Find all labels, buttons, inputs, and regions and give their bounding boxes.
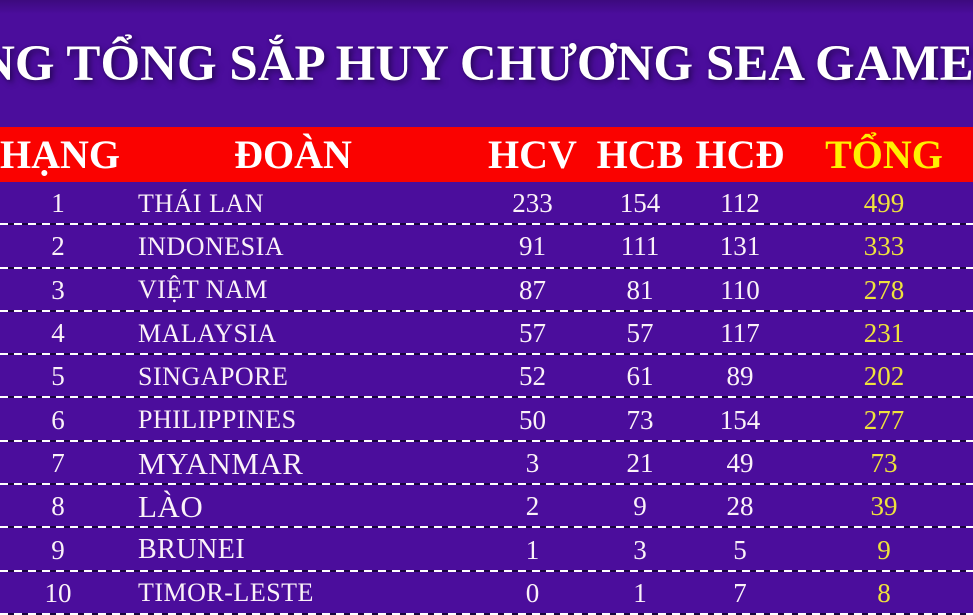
silver-cell: 73 [626,404,654,435]
gold-cell: 1 [525,534,540,565]
total-cell: 499 [863,188,905,219]
gold-cell: 87 [519,274,546,305]
gold-cell: 3 [525,447,540,478]
rank-cell: 9 [51,534,65,565]
table-row: 2 INDONESIA 91 111 131 333 [0,225,973,269]
bronze-cell: 110 [720,274,760,305]
header-cell-rank: HẠNG [0,131,120,177]
total-cell: 9 [877,534,891,565]
team-cell: LÀO [138,489,204,525]
bronze-cell: 112 [720,188,760,219]
silver-cell: 1 [633,577,647,608]
gold-cell: 2 [525,491,540,522]
rank-cell: 7 [51,447,65,478]
bronze-cell: 154 [719,404,761,435]
rank-cell: 3 [51,274,65,305]
table-row: 1 THÁI LAN 233 154 112 499 [0,182,973,226]
team-cell: TIMOR-LESTE [138,578,314,608]
team-cell: SINGAPORE [138,361,289,391]
total-cell: 8 [877,577,891,608]
rank-cell: 8 [51,491,65,522]
team-cell: THÁI LAN [138,188,265,218]
rank-cell: 5 [51,361,65,392]
bronze-cell: 117 [720,318,760,349]
table-row: 8 LÀO 2 9 28 39 [0,485,973,529]
silver-cell: 21 [626,447,654,478]
rank-cell: 4 [51,318,65,349]
silver-cell: 81 [626,274,654,305]
total-cell: 278 [863,274,905,305]
silver-cell: 57 [626,318,654,349]
table-row: 3 VIỆT NAM 87 81 110 278 [0,269,973,313]
team-cell: MALAYSIA [138,318,277,348]
table-body: 1 THÁI LAN 233 154 112 499 2 INDONESIA 9… [0,182,973,615]
team-cell: BRUNEI [138,534,246,566]
gold-cell: 57 [519,318,546,349]
rank-cell: 6 [51,404,65,435]
page-title: BẢNG TỔNG SẮP HUY CHƯƠNG SEA GAMES 33 [0,35,973,92]
bronze-cell: 131 [719,231,761,262]
total-cell: 73 [870,447,898,478]
rank-cell: 1 [51,188,65,219]
total-cell: 202 [863,361,905,392]
silver-cell: 154 [619,188,661,219]
total-cell: 277 [863,404,905,435]
header-cell-bronze: HCĐ [695,131,785,177]
table-row: 7 MYANMAR 3 21 49 73 [0,442,973,486]
silver-cell: 61 [626,361,654,392]
header-cell-team: ĐOÀN [234,131,352,177]
silver-cell: 3 [633,534,647,565]
team-cell: VIỆT NAM [138,275,268,305]
gold-cell: 0 [525,577,540,608]
title-band: BẢNG TỔNG SẮP HUY CHƯƠNG SEA GAMES 33 [0,0,973,127]
table-header: HẠNG ĐOÀN HCV HCB HCĐ TỔNG [0,127,973,182]
bronze-cell: 7 [733,577,747,608]
bronze-cell: 5 [733,534,747,565]
gold-cell: 50 [519,404,546,435]
team-cell: INDONESIA [138,231,285,261]
table-row: 4 MALAYSIA 57 57 117 231 [0,312,973,356]
table-row: 9 BRUNEI 1 3 5 9 [0,528,973,572]
gold-cell: 233 [512,188,553,219]
total-cell: 39 [870,491,898,522]
rank-cell: 10 [44,577,72,608]
table-row: 10 TIMOR-LESTE 0 1 7 8 [0,572,973,615]
team-cell: PHILIPPINES [138,405,297,435]
silver-cell: 111 [620,231,660,262]
header-cell-gold: HCV [488,131,577,177]
total-cell: 231 [863,318,905,349]
bronze-cell: 49 [726,447,754,478]
rank-cell: 2 [51,231,65,262]
silver-cell: 9 [633,491,647,522]
total-cell: 333 [863,231,905,262]
table-row: 6 PHILIPPINES 50 73 154 277 [0,398,973,443]
bronze-cell: 89 [726,361,754,392]
team-cell: MYANMAR [138,445,304,481]
gold-cell: 91 [519,231,546,262]
bronze-cell: 28 [726,491,754,522]
header-cell-total: TỔNG [825,131,943,177]
header-cell-silver: HCB [596,131,684,177]
gold-cell: 52 [519,361,546,392]
table-row: 5 SINGAPORE 52 61 89 202 [0,355,973,399]
